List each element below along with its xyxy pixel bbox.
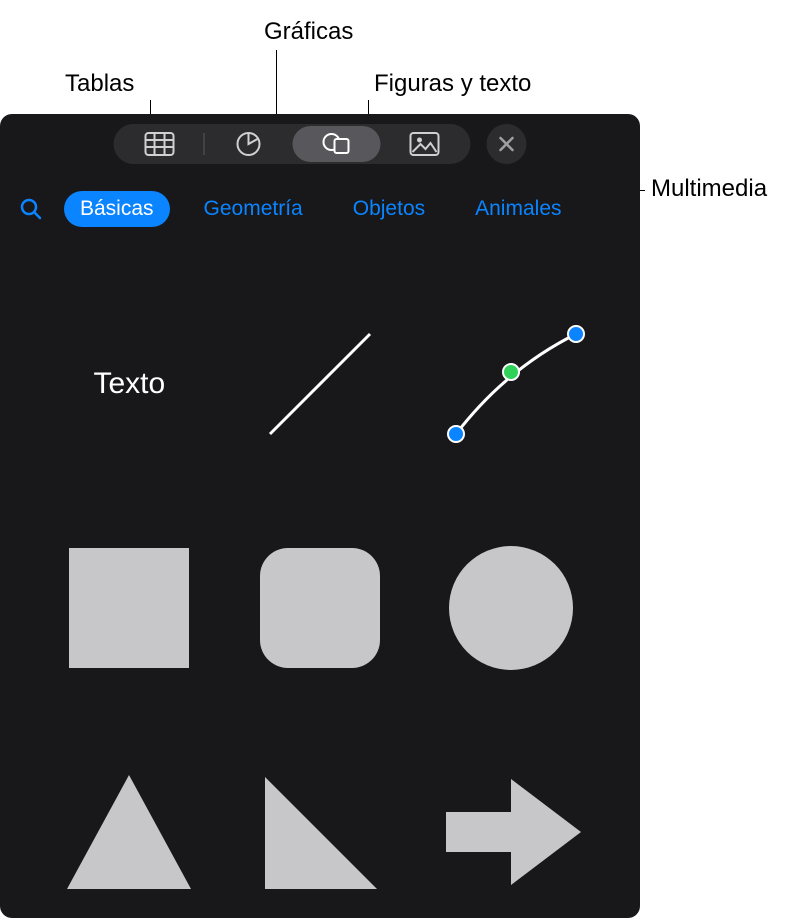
shape-right-triangle[interactable] — [231, 732, 410, 918]
search-icon — [19, 197, 43, 221]
segmented-control — [114, 124, 471, 164]
arrow-icon — [436, 767, 586, 897]
insert-panel: Básicas Geometría Objetos Animales Texto — [0, 114, 640, 918]
search-button[interactable] — [16, 194, 46, 224]
shape-text-label: Texto — [93, 367, 165, 401]
filter-basicas[interactable]: Básicas — [64, 191, 170, 227]
shape-circle[interactable] — [421, 508, 600, 708]
callout-tablas: Tablas — [65, 70, 134, 98]
shapes-grid: Texto — [0, 264, 640, 918]
curve-icon — [436, 314, 586, 454]
line-icon — [255, 319, 385, 449]
shape-curve[interactable] — [421, 284, 600, 484]
filter-objetos[interactable]: Objetos — [337, 191, 441, 227]
media-icon — [410, 132, 440, 156]
circle-icon — [446, 543, 576, 673]
shape-line[interactable] — [231, 284, 410, 484]
charts-tab[interactable] — [205, 126, 293, 162]
callout-multimedia: Multimedia — [651, 175, 767, 203]
toolbar — [114, 124, 527, 164]
rounded-square-icon — [255, 543, 385, 673]
close-button[interactable] — [487, 124, 527, 164]
callout-figuras: Figuras y texto — [374, 70, 531, 98]
tables-icon — [145, 132, 175, 156]
category-filter-row: Básicas Geometría Objetos Animales — [0, 184, 640, 234]
tables-tab[interactable] — [116, 126, 204, 162]
right-triangle-icon — [255, 767, 385, 897]
shapes-icon — [322, 131, 352, 157]
callout-graficas: Gráficas — [264, 18, 353, 46]
shape-square[interactable] — [40, 508, 219, 708]
filter-geometria[interactable]: Geometría — [188, 191, 319, 227]
shapes-tab[interactable] — [293, 126, 381, 162]
shape-rounded-square[interactable] — [231, 508, 410, 708]
shape-triangle[interactable] — [40, 732, 219, 918]
square-icon — [64, 543, 194, 673]
media-tab[interactable] — [381, 126, 469, 162]
filter-animales[interactable]: Animales — [459, 191, 577, 227]
triangle-icon — [59, 767, 199, 897]
charts-icon — [236, 131, 262, 157]
shape-text[interactable]: Texto — [40, 284, 219, 484]
shape-arrow[interactable] — [421, 732, 600, 918]
close-icon — [499, 136, 515, 152]
